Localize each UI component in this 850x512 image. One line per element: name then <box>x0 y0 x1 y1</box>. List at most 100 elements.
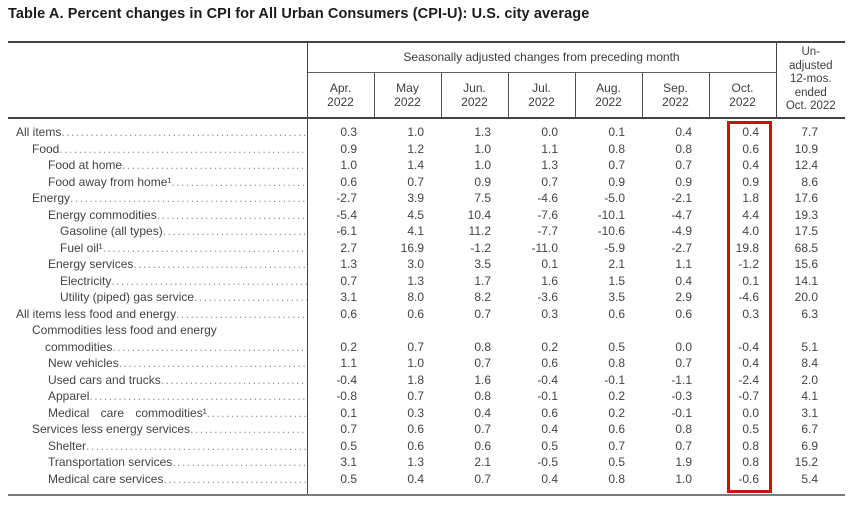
cell-value: -0.6 <box>738 471 760 486</box>
table-row: Electricity 0.7 1.3 1.7 1.6 1.5 0.4 0.1 14.1 <box>8 272 845 289</box>
cell-value: -0.5 <box>537 455 558 469</box>
cell-value: 0.7 <box>675 356 692 370</box>
table-row: Energy -2.7 3.9 7.5 -4.6 -5.0 -2.1 1.8 17.6 <box>8 190 845 207</box>
cell-value: 8.0 <box>407 290 424 304</box>
cell-value: 0.5 <box>608 339 625 354</box>
row-label-cell: Medical care services <box>8 470 308 488</box>
dot-leader <box>89 388 306 405</box>
dot-leader <box>163 471 306 488</box>
cell-value: 0.5 <box>541 438 558 453</box>
table-row: All items 0.3 1.0 1.3 0.0 0.1 0.4 0.4 7.7 <box>8 124 845 141</box>
dot-leader <box>133 256 306 273</box>
cell-value: 0.6 <box>541 356 558 370</box>
cell-value: -7.6 <box>537 207 558 222</box>
table-row: Shelter 0.5 0.6 0.6 0.5 0.7 0.7 0.8 6.9 <box>8 437 845 454</box>
cell-value: -1.2 <box>738 257 760 271</box>
table-row: Medical care services 0.5 0.4 0.7 0.4 0.8 1.0 -… <box>8 470 845 488</box>
month-header: Oct. 2022 <box>709 72 777 119</box>
month-header-row: Apr. 2022 May 2022 Jun. 2022 Jul. 2022 Aug. 2022 S… <box>8 72 845 119</box>
cell-annual-value: 6.9 <box>801 438 819 453</box>
row-label: Used cars and trucks <box>48 372 161 387</box>
cell-value: 0.7 <box>340 273 357 288</box>
cell-value: -4.6 <box>738 290 760 304</box>
cell-value: 3.1 <box>340 290 357 304</box>
cell-value: 0.9 <box>675 174 692 189</box>
cell-value: 0.5 <box>340 471 357 486</box>
cell-annual-value: 12.4 <box>794 158 819 172</box>
cell-value: 0.4 <box>742 158 760 172</box>
cell-value: 0.1 <box>608 125 625 139</box>
month-header: Jun. 2022 <box>441 72 509 119</box>
row-label: Energy <box>32 191 71 205</box>
cell-value: -0.7 <box>738 389 760 403</box>
cell-value: 1.1 <box>340 356 357 370</box>
cell-value: 0.6 <box>608 422 625 436</box>
table-row: Used cars and trucks -0.4 1.8 1.6 -0.4 -0.1 -1… <box>8 371 845 388</box>
cell-value: 0.4 <box>742 356 760 370</box>
cell-value: 1.3 <box>340 257 357 271</box>
cell-value: 0.8 <box>675 141 692 156</box>
cell-value: 0.3 <box>407 405 424 420</box>
row-label-cell: Food at home <box>8 157 308 174</box>
cell-value: 0.4 <box>541 471 558 486</box>
cell-value: 0.5 <box>340 438 357 453</box>
cell-value: 1.3 <box>541 158 558 172</box>
cell-value: 1.0 <box>474 158 491 172</box>
cell-annual-value: 17.6 <box>794 191 819 205</box>
cell-value: 0.0 <box>675 339 692 354</box>
cpi-table-container: Seasonally adjusted changes from precedi… <box>8 41 846 496</box>
row-label: Utility (piped) gas service <box>60 290 195 304</box>
cell-annual-value: 4.1 <box>801 389 819 403</box>
cell-value: 1.1 <box>541 141 558 156</box>
cell-value: -1.1 <box>671 372 692 387</box>
row-label: All items <box>16 125 62 139</box>
dot-leader <box>61 124 306 141</box>
dot-leader <box>163 223 307 240</box>
dot-leader <box>194 289 306 306</box>
row-label: Fuel oil¹ <box>60 240 103 255</box>
cell-value: -11.0 <box>531 240 558 255</box>
row-label-cell: Fuel oil¹ <box>8 239 308 256</box>
table-row: Food 0.9 1.2 1.0 1.1 0.8 0.8 0.6 10.9 <box>8 140 845 157</box>
seasonally-adjusted-group-header: Seasonally adjusted changes from precedi… <box>307 42 777 73</box>
cell-annual-value: 6.3 <box>801 306 819 321</box>
cell-value: 0.8 <box>474 339 491 354</box>
cell-annual-value: 3.1 <box>801 405 819 420</box>
cell-annual-value: 68.5 <box>794 240 819 255</box>
cell-value: -2.4 <box>738 372 760 387</box>
cell-value: 0.1 <box>541 257 558 271</box>
dot-leader <box>190 421 306 438</box>
cell-value: 4.0 <box>742 224 760 238</box>
month-header: Jul. 2022 <box>508 72 576 119</box>
cell-value: 0.8 <box>675 422 692 436</box>
cell-value: 0.1 <box>742 273 760 288</box>
cell-annual-value: 7.7 <box>801 125 819 139</box>
table-row: Transportation services 3.1 1.3 2.1 -0.5 0.5 1… <box>8 454 845 471</box>
row-label: Food away from home¹ <box>48 174 172 189</box>
cell-value: 0.4 <box>474 405 491 420</box>
cell-value: 0.2 <box>608 405 625 420</box>
cell-value: 0.6 <box>742 141 760 156</box>
cell-value: 1.0 <box>340 158 357 172</box>
row-label-cell: New vehicles <box>8 355 308 372</box>
month-header: May 2022 <box>374 72 442 119</box>
dot-leader <box>207 405 307 422</box>
row-label-cell: Shelter <box>8 437 308 454</box>
cell-value: -10.1 <box>597 207 625 222</box>
cell-value: 1.3 <box>407 455 424 469</box>
row-label: Energy services <box>48 257 134 271</box>
row-label-cell: Transportation services <box>8 454 308 471</box>
cell-value: 0.9 <box>474 174 491 189</box>
cell-value: 0.0 <box>742 405 760 420</box>
cell-value: 0.5 <box>742 422 760 436</box>
cell-value: -0.1 <box>604 372 625 387</box>
cell-value: 0.3 <box>541 306 558 321</box>
cell-value: -7.7 <box>537 224 558 238</box>
cell-value: 0.9 <box>742 174 760 189</box>
unadjusted-column-header: Un-adjusted 12-mos. ended Oct. 2022 <box>775 42 846 119</box>
cell-value: 19.8 <box>735 240 760 255</box>
cell-value: -6.1 <box>336 224 357 238</box>
cell-value: -4.7 <box>671 207 692 222</box>
row-label-cell: Electricity <box>8 272 308 289</box>
cell-value: 1.0 <box>407 356 424 370</box>
